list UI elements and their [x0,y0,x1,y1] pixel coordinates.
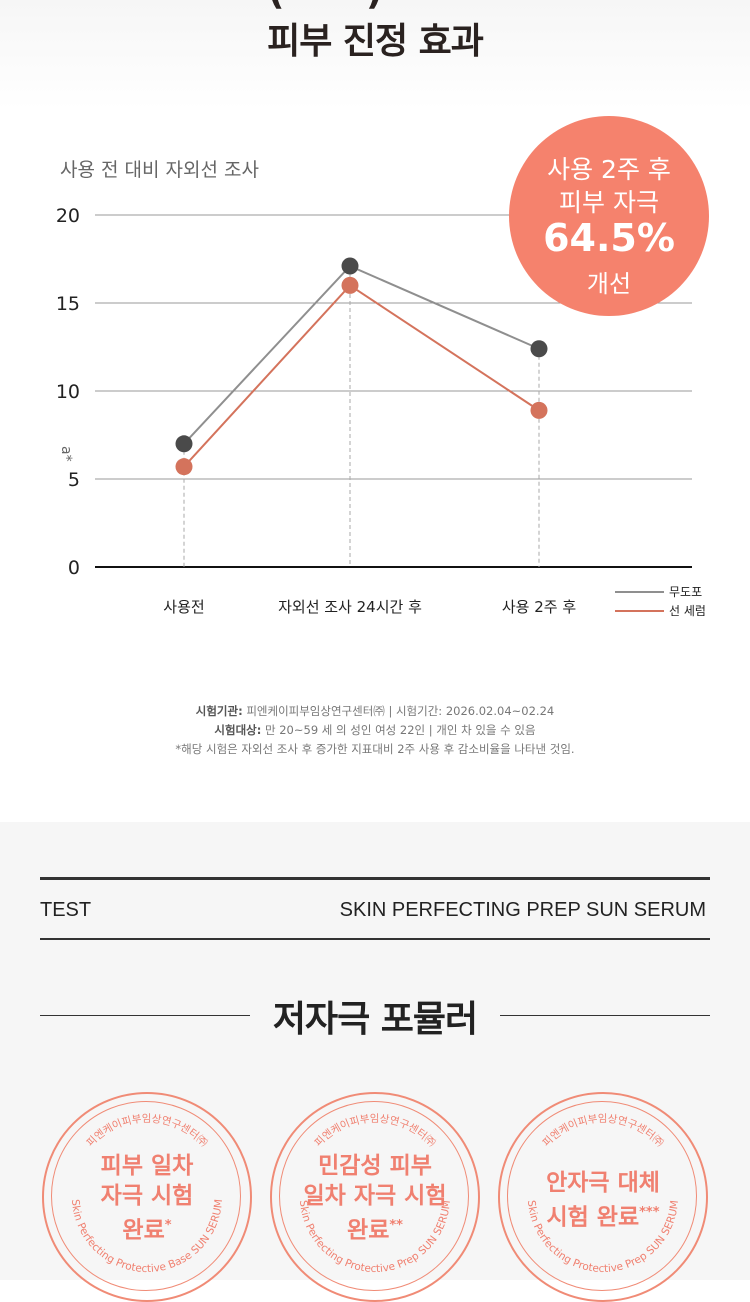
stamp-title-line: 시험 완료*** [546,1204,660,1231]
data-point [530,340,548,358]
result-badge: 사용 2주 후 피부 자극 64.5% 개선 [509,116,709,316]
badge-line4: 개선 [586,270,632,298]
stamp-title-line: 민감성 피부 [318,1153,432,1179]
stamp-title-line: 완료** [347,1217,403,1244]
data-point [341,257,359,275]
stamp-arc-top: 피엔케이피부임상연구센터㈜ [312,1112,438,1150]
y-tick-label: 20 [56,205,80,227]
test-stamp: 피엔케이피부임상연구센터㈜ Skin Perfecting Protective … [498,1092,708,1302]
test-notes: 시험기관: 피엔케이피부임상연구센터㈜ | 시험기간: 2026.02.04~0… [0,702,750,759]
stamp-title-line: 안자극 대체 [546,1170,660,1196]
stamp-footnote-mark: * [164,1218,172,1233]
title-line-left [40,1015,250,1016]
stamp-arc-text: 피엔케이피부임상연구센터㈜Skin Perfecting Protective … [69,1112,225,1275]
x-tick-label: 사용전 [163,598,204,616]
badge-value: 64.5% [543,216,675,260]
legend-label: 무도포 [669,585,702,599]
x-tick-label: 자외선 조사 24시간 후 [278,598,422,616]
page-title: 피부 진정 효과 [267,21,484,62]
effect-section: ( ) 피부 진정 효과 사용 전 대비 자외선 조사 0 5 10 15 20 a* 사용전… [0,0,750,822]
badge-line2: 피부 자극 [559,188,659,217]
note-org-label: 시험기관: [195,704,243,718]
series-line [183,284,540,468]
stamp-arc-top: 피엔케이피부임상연구센터㈜ [540,1112,666,1150]
bottom-rule [40,938,710,940]
y-tick-label: 5 [68,469,80,491]
stamp-title-line: 일차 자극 시험 [303,1183,447,1209]
stamp-footnote-mark: ** [389,1218,403,1233]
test-stamp: 피엔케이피부임상연구센터㈜ Skin Perfecting Protective … [270,1092,480,1302]
badge-line1: 사용 2주 후 [547,155,671,184]
note-org-text: 피엔케이피부임상연구센터㈜ | 시험기간: 2026.02.04~02.24 [242,704,555,718]
data-point [341,276,359,294]
test-stamp: 피엔케이피부임상연구센터㈜ Skin Perfecting Protective … [42,1092,252,1302]
y-tick-label: 0 [68,557,80,579]
data-point [175,458,193,476]
y-axis-label: a* [58,446,74,462]
note-org: 시험기관: 피엔케이피부임상연구센터㈜ | 시험기간: 2026.02.04~0… [0,702,750,721]
y-tick-label: 10 [56,381,80,403]
data-point [175,435,193,453]
stamp-arc-text: 피엔케이피부임상연구센터㈜Skin Perfecting Protective … [297,1112,453,1275]
test-label: TEST [40,899,92,921]
title-paren-right: ) [366,0,382,13]
note-footnote: *해당 시험은 자외선 조사 후 증가한 지표대비 2주 사용 후 감소비율을 … [175,742,575,756]
stamp-arc-top: 피엔케이피부임상연구센터㈜ [84,1112,210,1150]
stamp-title-line: 자극 시험 [100,1183,194,1209]
x-tick-label: 사용 2주 후 [502,598,576,616]
stamp-title-line: 피부 일차 [100,1153,194,1179]
line-chart: 사용 전 대비 자외선 조사 0 5 10 15 20 a* 사용전 자외선 조사 24시간 후… [56,159,706,618]
legend-label: 선 세럼 [669,604,706,618]
title-paren-left: ( [268,0,284,13]
note-subject: 시험대상: 만 20~59 세 의 성인 여성 22인 | 개인 차 있을 수 … [0,721,750,740]
formula-section: TEST SKIN PERFECTING PREP SUN SERUM 저자극 … [0,822,750,1302]
formula-title: 저자극 포뮬러 [272,999,478,1040]
stamp-footnote-mark: *** [639,1205,660,1220]
chart-title: 사용 전 대비 자외선 조사 [60,159,259,181]
title-line-right [500,1015,710,1016]
stamp-title-line: 완료* [122,1217,172,1244]
note-subject-text: 만 20~59 세 의 성인 여성 22인 | 개인 차 있을 수 있음 [261,723,536,737]
y-tick-label: 15 [56,293,80,315]
data-point [530,401,548,419]
stamp-arc-text: 피엔케이피부임상연구센터㈜Skin Perfecting Protective … [525,1112,681,1275]
note-subject-label: 시험대상: [214,723,262,737]
product-name: SKIN PERFECTING PREP SUN SERUM [339,899,706,921]
top-rule [40,877,710,880]
